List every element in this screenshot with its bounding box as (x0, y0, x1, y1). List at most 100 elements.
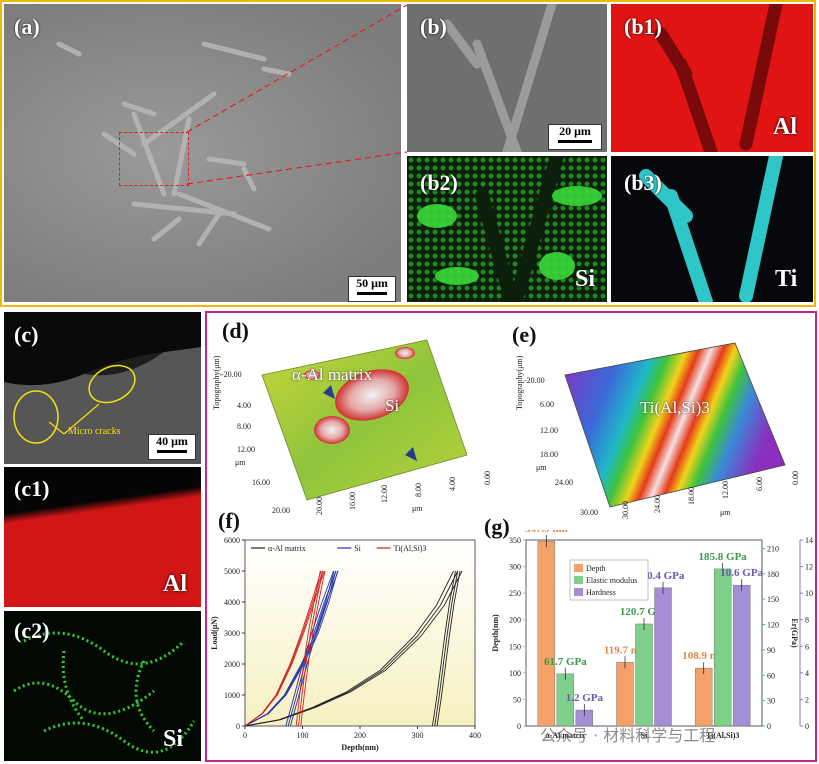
e-tick-right-0: 30.00 (621, 501, 630, 519)
y-tick-label: 1000 (224, 691, 240, 700)
series-1-unloading-curve (287, 570, 337, 727)
right-tick-label: 8 (805, 616, 809, 625)
scale-bar-line (558, 140, 592, 143)
bar-0-2 (694, 667, 713, 727)
panel-e-right-ticks: 30.00 24.00 18.00 12.00 6.00 0.00 (621, 471, 800, 519)
panel-d-topography: Topography(μm) -20.00 4.00 8.00 12.00 16… (212, 339, 492, 515)
right-tick-label: 6 (805, 642, 809, 651)
left-tick-label: 150 (509, 642, 521, 651)
panel-b1-label: (b1) (624, 14, 662, 39)
e-tick-right-4: 6.00 (755, 477, 764, 491)
panel-d-axis-z: Topography(μm) (212, 355, 221, 410)
x-tick-label: 400 (469, 731, 481, 740)
series-2-loading-curve (244, 570, 325, 727)
e-tick-right-1: 24.00 (653, 495, 662, 513)
mid-tick-label: 0 (767, 722, 771, 731)
series-0-unloading-curve (434, 570, 459, 727)
mid-tick-label: 90 (767, 646, 775, 655)
bar-1-2 (713, 568, 732, 727)
left-tick-label: 350 (509, 536, 521, 545)
mid-tick-label: 120 (767, 621, 779, 630)
y-tick-label: 2000 (224, 660, 240, 669)
panel-e-axis-z: Topography(μm) (515, 355, 524, 410)
scale-bar-line (157, 450, 187, 453)
d-tick-left-3: 16.00 (252, 478, 270, 487)
panel-a-sem-image (4, 4, 401, 302)
mid-axis-title: Er(GPa) (790, 618, 799, 648)
series-0-loading-curve (244, 570, 463, 727)
d-tick-right-2: 12.00 (380, 485, 389, 503)
panel-b-label: (b) (420, 14, 447, 39)
left-tick-label: 50 (513, 695, 521, 704)
panel-d-axis-unit-right: μm (412, 504, 423, 513)
d-tick-left-2: 12.00 (237, 445, 255, 454)
x-tick-label: 200 (354, 731, 366, 740)
panel-c2-element: Si (163, 726, 184, 752)
e-tick-right-3: 12.00 (721, 481, 730, 499)
panel-b2-si-map (407, 156, 607, 302)
e-tick-left-3: 24.00 (555, 478, 573, 487)
panel-c-label: (c) (14, 322, 39, 347)
bar-2-2 (732, 584, 751, 727)
right-tick-label: 0 (805, 722, 809, 731)
zoom-region-box (119, 132, 189, 186)
y-tick-label: 6000 (224, 536, 240, 545)
data-label-1-0: 61.7 GPa (544, 656, 587, 668)
e-tick-left-4: 30.00 (580, 508, 598, 517)
d-tick-right-4: 4.00 (448, 477, 457, 491)
panel-c2-label: (c2) (14, 618, 50, 643)
right-tick-label: 2 (805, 695, 809, 704)
crack-ellipse-1 (13, 390, 59, 444)
panel-b3-label: (b3) (624, 170, 662, 195)
panel-b-sem-zoom (407, 4, 607, 152)
right-tick-label: 10 (805, 589, 813, 598)
y-tick-label: 5000 (224, 567, 240, 576)
panel-a-label: (a) (14, 14, 40, 39)
panel-e-left-ticks: 6.00 12.00 18.00 24.00 30.00 (540, 400, 598, 517)
panel-c1-label: (c1) (14, 476, 50, 501)
e-tick-left-1: 12.00 (540, 426, 558, 435)
right-tick-label: 4 (805, 669, 809, 678)
panel-d-left-ticks: 4.00 8.00 12.00 16.00 20.00 (237, 401, 290, 515)
left-tick-label: 300 (509, 563, 521, 572)
panel-e-label: (e) (512, 322, 537, 347)
x-axis-title: Depth(nm) (341, 743, 379, 752)
panel-e-axis-unit-left: μm (536, 463, 547, 472)
x-tick-label: 300 (412, 731, 424, 740)
panel-a-scale-bar: 50 μm (348, 276, 396, 302)
panel-e-axis-unit-right: μm (720, 508, 731, 517)
d-tick-left-0: 4.00 (237, 401, 251, 410)
panel-d-axis-unit-left: μm (235, 458, 246, 467)
mid-tick-label: 150 (767, 595, 779, 604)
e-tick-right-2: 18.00 (687, 487, 696, 505)
alpha-al-matrix-label: α-Al matrix (292, 365, 373, 384)
micro-cracks-annotation: Micro cracks (68, 426, 121, 437)
panel-f-label: (f) (218, 508, 240, 533)
panel-d-label: (d) (222, 318, 249, 343)
mid-tick-label: 210 (767, 544, 779, 553)
legend-label-1: Si (354, 544, 361, 553)
legend-label-2: Hardness (586, 588, 616, 597)
left-axis-title: Depth(nm) (491, 614, 500, 652)
panel-c1-element: Al (163, 571, 187, 597)
legend-label-0: α-Al matrix (268, 544, 306, 553)
y-tick-label: 3000 (224, 629, 240, 638)
needle-phases (56, 41, 292, 247)
crack-ellipse-2 (88, 364, 136, 404)
bar-2-1 (654, 587, 672, 727)
data-label-1-2: 185.8 GPa (699, 551, 748, 563)
bar-1-1 (635, 623, 653, 727)
category-label: Ti(Al,Si)3 (706, 731, 739, 740)
d-tick-left-4: 20.00 (272, 506, 290, 515)
mid-tick-label: 30 (767, 697, 775, 706)
right-tick-label: 14 (805, 536, 813, 545)
left-tick-label: 250 (509, 589, 521, 598)
legend-swatch-2 (574, 588, 583, 596)
d-tick-right-0: 20.00 (315, 497, 324, 515)
left-tick-label: 0 (517, 722, 521, 731)
legend-label-2: Ti(Al,Si)3 (394, 544, 427, 553)
series-0-unloading-curve (432, 570, 456, 727)
series-2-unloading-curve (300, 570, 326, 727)
panel-e-z-tick: -20.00 (524, 376, 545, 385)
e-tick-left-2: 18.00 (540, 450, 558, 459)
